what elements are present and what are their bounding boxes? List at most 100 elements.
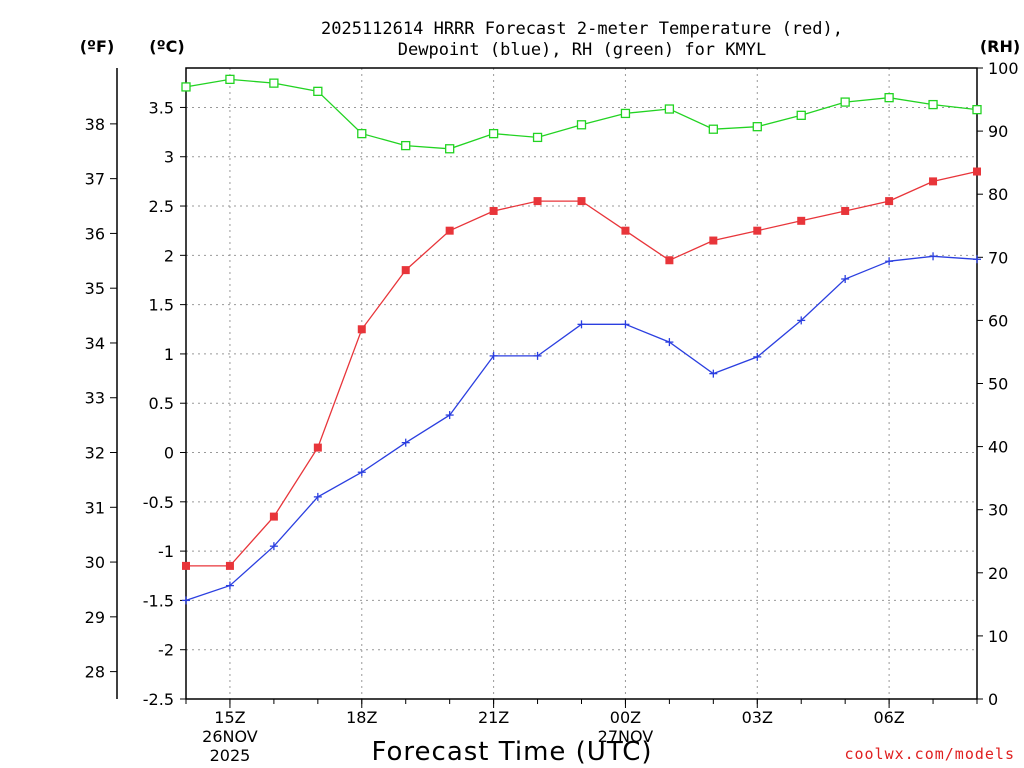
dewpoint-point [709,369,718,378]
rh-point [269,78,279,88]
fahrenheit-unit-label: (ºF) [80,37,115,56]
rh-point [664,104,675,114]
dewpoint-point [533,351,542,360]
dewpoint-point [225,581,234,590]
fahrenheit-tick-label: 37 [85,170,105,189]
temperature-point [577,197,586,206]
celsius-tick-label: -1 [158,542,174,561]
temperature-point [313,443,322,452]
dewpoint-point [182,596,190,605]
chart-title-line-1: 2025112614 HRRR Forecast 2-meter Tempera… [321,19,843,39]
celsius-tick-label: 1 [164,345,174,364]
chart-title-line-2: Dewpoint (blue), RH (green) for KMYL [398,40,766,60]
temperature-point [929,177,938,186]
rh-tick-label: 50 [988,375,1008,394]
fahrenheit-tick-label: 31 [85,498,105,517]
rh-tick-label: 0 [988,690,998,709]
temperature-point [973,167,981,176]
fahrenheit-tick-label: 34 [85,334,105,353]
dewpoint-point [797,316,806,325]
rh-point [445,144,455,154]
x-tick-label: 03Z [742,708,773,727]
x-tick-label: 15Z [214,708,245,727]
dewpoint-point [401,438,410,447]
plot-frame [185,67,978,700]
temperature-point [841,206,850,215]
temperature-point [357,325,366,334]
temperature-point [182,561,190,570]
celsius-tick-label: -1.5 [143,591,174,610]
x-tick-date: 27NOV [598,727,654,746]
temperature-point [533,197,542,206]
dewpoint-point [313,492,322,501]
temperature-point [269,512,278,521]
celsius-tick-label: -2.5 [143,690,174,709]
temperature-point [797,216,806,225]
rh-tick-label: 100 [988,59,1019,78]
temperature-point [489,206,498,215]
celsius-tick-label: 2 [164,246,174,265]
fahrenheit-tick-label: 28 [85,663,105,682]
rh-unit-label: (RH) [980,37,1020,56]
rh-tick-label: 70 [988,248,1008,267]
celsius-tick-label: 0 [164,444,174,463]
temperature-point [621,226,630,235]
fahrenheit-tick-label: 29 [85,608,105,627]
rh-point [928,99,938,110]
celsius-tick-label: 3 [164,148,174,167]
watermark: coolwx.com/models [844,745,1015,763]
rh-point [796,110,806,120]
celsius-tick-label: -2 [158,641,174,660]
rh-tick-label: 10 [988,627,1008,646]
fahrenheit-tick-label: 36 [85,224,105,243]
x-tick-label: 00Z [610,708,641,727]
temperature-point [753,226,762,235]
rh-point [225,74,235,85]
rh-tick-label: 60 [988,311,1008,330]
rh-tick-label: 80 [988,185,1008,204]
celsius-tick-label: 3.5 [149,98,174,117]
rh-point [401,140,411,151]
rh-point [357,128,367,139]
rh-point [576,120,587,130]
x-tick-date: 26NOV [202,727,258,746]
temperature-point [665,256,674,265]
x-tick-label: 21Z [478,708,509,727]
rh-point [972,104,982,115]
rh-tick-label: 30 [988,501,1008,520]
axes-layer: -2.5 -2 -1.5 -1 -0.5 0 0.5 1 1.5 2 2.5 3 3.5 28 29 30 31… [85,59,1019,765]
dewpoint-point [269,542,278,551]
temperature-point [225,561,234,570]
celsius-tick-label: 2.5 [149,197,174,216]
dewpoint-point [665,338,674,347]
dewpoint-point [885,257,894,266]
temperature-series-line [186,170,978,567]
dewpoint-point [445,411,454,420]
temperature-point [709,236,718,245]
fahrenheit-tick-label: 32 [85,444,105,463]
celsius-tick-label: 0.5 [149,394,174,413]
dewpoint-point [577,320,586,329]
temperature-point [885,197,894,206]
temperature-point [445,226,454,235]
dewpoint-point [621,320,630,329]
rh-tick-label: 90 [988,122,1008,141]
series-layer [181,74,982,605]
celsius-unit-label: (ºC) [149,37,184,56]
rh-point [840,97,850,107]
rh-tick-label: 20 [988,564,1008,583]
rh-point [532,132,543,143]
dewpoint-point [973,255,981,264]
rh-point [488,128,499,139]
rh-series-line [185,78,978,150]
dewpoint-point [929,252,938,261]
x-axis-label: Forecast Time (UTC) [371,737,652,767]
dewpoint-point [753,352,762,361]
celsius-tick-label: 1.5 [149,296,174,315]
rh-tick-label: 40 [988,438,1008,457]
celsius-tick-label: -0.5 [143,493,174,512]
rh-point [884,93,894,103]
temperature-point [401,266,410,275]
rh-point [708,124,718,134]
